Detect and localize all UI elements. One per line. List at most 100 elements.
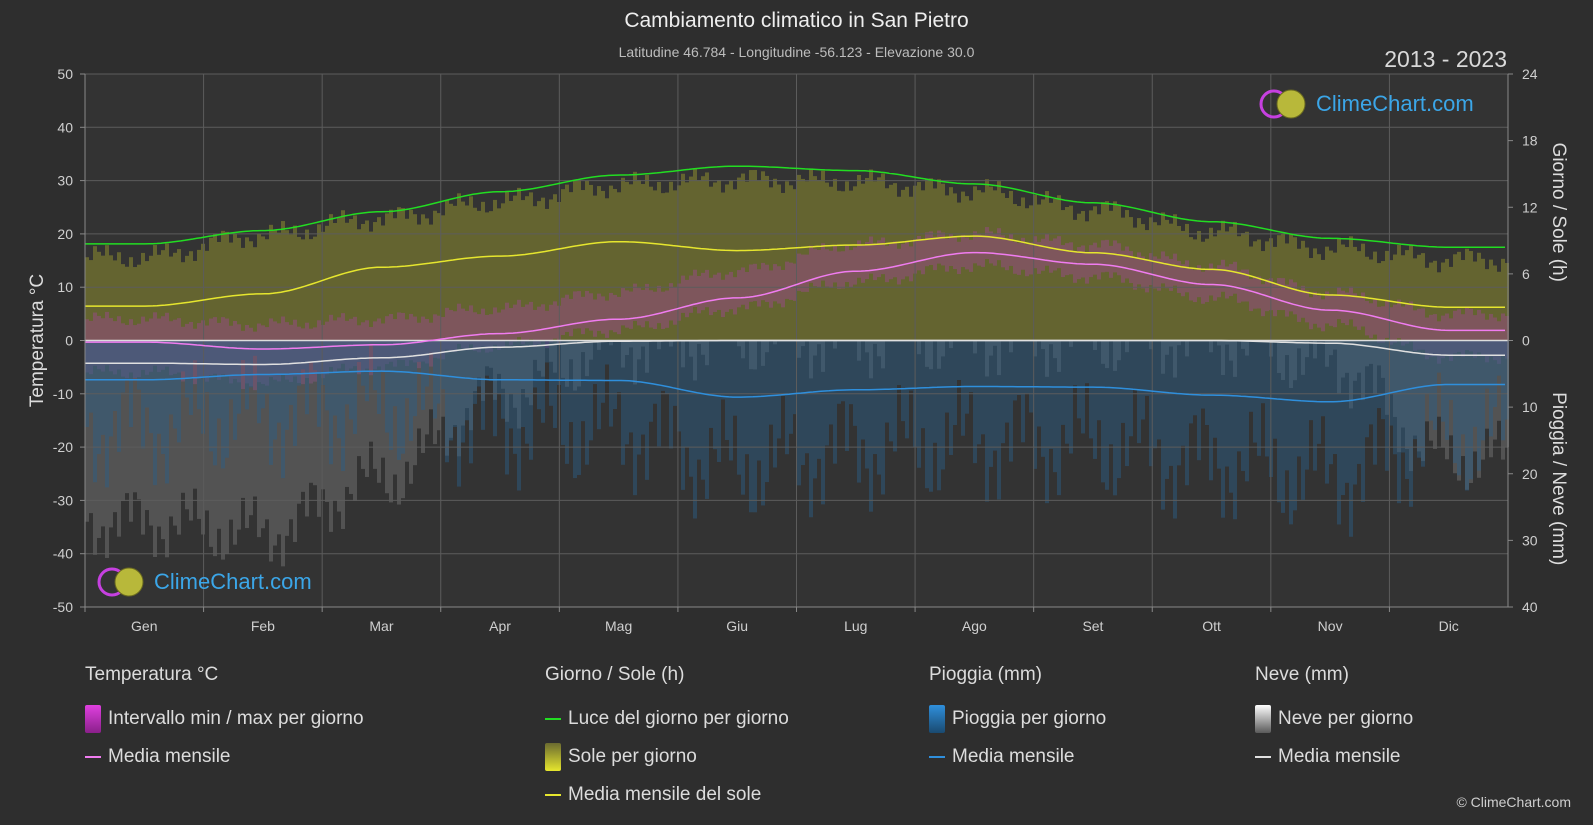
temp-range-bar bbox=[1137, 252, 1141, 285]
snow-daily-bar bbox=[597, 340, 601, 350]
rain-daily-bar bbox=[325, 340, 329, 411]
temp-range-bar bbox=[1337, 286, 1341, 320]
rain-daily-bar bbox=[1353, 340, 1357, 485]
sun-daily-bar bbox=[1193, 239, 1197, 341]
rain-daily-bar bbox=[873, 340, 877, 455]
sun-daily-bar bbox=[249, 241, 253, 341]
sun-daily-bar bbox=[721, 192, 725, 341]
snow-daily-bar bbox=[261, 340, 265, 529]
rain-daily-bar bbox=[89, 340, 93, 413]
temp-range-bar bbox=[757, 269, 761, 307]
sun-daily-bar bbox=[1453, 254, 1457, 341]
temp-range-bar bbox=[1125, 246, 1129, 279]
sun-daily-bar bbox=[653, 190, 657, 341]
sun-daily-bar bbox=[753, 169, 757, 341]
rain-daily-bar bbox=[1153, 340, 1157, 449]
rain-daily-bar bbox=[717, 340, 721, 462]
rain-daily-bar bbox=[1033, 340, 1037, 469]
sun-daily-bar bbox=[121, 264, 125, 341]
rain-daily-bar bbox=[217, 340, 221, 419]
y-left-tick-label: -20 bbox=[53, 439, 73, 455]
sun-daily-bar bbox=[565, 184, 569, 341]
snow-daily-bar bbox=[505, 340, 509, 422]
snow-daily-bar bbox=[541, 340, 545, 377]
temp-range-bar bbox=[925, 232, 929, 267]
sun-daily-bar bbox=[1037, 204, 1041, 341]
sun-daily-bar bbox=[1361, 243, 1365, 341]
snow-daily-bar bbox=[633, 340, 637, 385]
temp-range-bar bbox=[649, 290, 653, 328]
temp-range-bar bbox=[1097, 247, 1101, 280]
sun-daily-bar bbox=[893, 183, 897, 341]
snow-daily-bar bbox=[113, 340, 117, 513]
rain-daily-bar bbox=[493, 340, 497, 437]
chart-title: Cambiamento climatico in San Pietro bbox=[624, 9, 969, 32]
temp-range-bar bbox=[697, 276, 701, 314]
sun-daily-bar bbox=[145, 261, 149, 341]
sun-daily-bar bbox=[797, 174, 801, 341]
sun-daily-bar bbox=[369, 231, 373, 341]
snow-daily-bar bbox=[609, 340, 613, 346]
sun-daily-bar bbox=[777, 184, 781, 341]
sun-daily-bar bbox=[1345, 247, 1349, 341]
rain-daily-bar bbox=[129, 340, 133, 428]
snow-daily-bar bbox=[1069, 340, 1073, 347]
rain-daily-bar bbox=[397, 340, 401, 460]
temp-range-bar bbox=[805, 254, 809, 292]
temp-range-bar bbox=[837, 251, 841, 289]
legend-daylight-sun: Giorno / Sole (h) Luce del giorno per gi… bbox=[545, 664, 789, 814]
rain-daily-bar bbox=[637, 340, 641, 455]
snow-daily-bar bbox=[1101, 340, 1105, 364]
sun-daily-bar bbox=[1081, 211, 1085, 341]
sun-daily-bar bbox=[581, 190, 585, 341]
snow-daily-bar bbox=[669, 340, 673, 347]
temp-range-bar bbox=[233, 321, 237, 379]
snow-daily-bar bbox=[985, 340, 989, 377]
snow-daily-bar bbox=[1125, 340, 1129, 353]
rain-daily-bar bbox=[1045, 340, 1049, 504]
rain-daily-bar bbox=[773, 340, 777, 468]
temp-range-bar bbox=[201, 320, 205, 377]
snow-daily-bar bbox=[1053, 340, 1057, 359]
temp-range-bar bbox=[193, 328, 197, 385]
snow-daily-bar bbox=[1009, 340, 1013, 353]
sun-daily-bar bbox=[713, 182, 717, 341]
sun-daily-bar bbox=[705, 172, 709, 341]
rain-daily-bar bbox=[1389, 340, 1393, 426]
rain-daily-bar bbox=[937, 340, 941, 491]
sun-daily-bar bbox=[1425, 267, 1429, 341]
legend-label: Media mensile del sole bbox=[568, 784, 762, 805]
rain-daily-bar bbox=[853, 340, 857, 426]
snow-daily-bar bbox=[493, 340, 497, 400]
temp-range-bar bbox=[633, 283, 637, 321]
snow-daily-bar bbox=[1421, 340, 1425, 462]
rain-daily-bar bbox=[1421, 340, 1425, 467]
rain-daily-bar bbox=[1437, 340, 1441, 373]
snow-daily-bar bbox=[1341, 340, 1345, 378]
sun-daily-bar bbox=[589, 184, 593, 341]
legend-label: Luce del giorno per giorno bbox=[568, 708, 789, 729]
rain-daily-bar bbox=[1325, 340, 1329, 484]
sun-daily-bar bbox=[973, 186, 977, 341]
snow-daily-bar bbox=[157, 340, 161, 527]
rain-daily-bar bbox=[641, 340, 645, 435]
rain-daily-bar bbox=[1117, 340, 1121, 479]
snow-daily-bar bbox=[621, 340, 625, 368]
temp-range-bar bbox=[517, 299, 521, 338]
sun-daily-bar bbox=[717, 179, 721, 341]
line-swatch bbox=[85, 756, 101, 758]
temp-range-bar bbox=[829, 250, 833, 289]
temp-range-bar bbox=[1221, 259, 1225, 292]
rain-daily-bar bbox=[1457, 340, 1461, 476]
temp-range-bar bbox=[197, 323, 201, 379]
snow-daily-bar bbox=[1361, 340, 1365, 401]
sun-daily-bar bbox=[93, 246, 97, 341]
temp-range-bar bbox=[1153, 256, 1157, 289]
y-left-tick-label: -50 bbox=[53, 599, 73, 615]
sun-daily-bar bbox=[245, 237, 249, 341]
sun-daily-bar bbox=[129, 257, 133, 341]
snow-daily-bar bbox=[369, 340, 373, 442]
sun-daily-bar bbox=[1097, 214, 1101, 341]
sun-daily-bar bbox=[845, 181, 849, 341]
temp-range-bar bbox=[1089, 245, 1093, 278]
